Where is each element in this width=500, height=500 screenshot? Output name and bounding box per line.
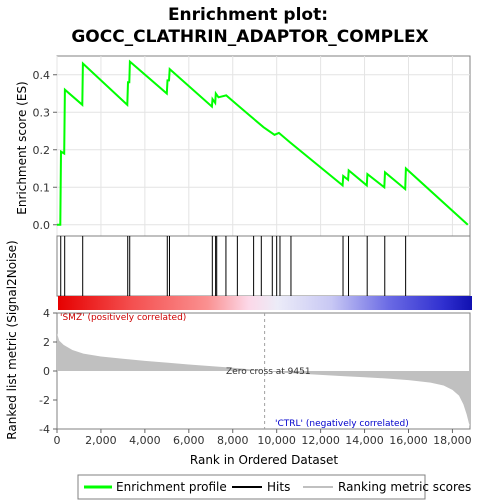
es-panel	[56, 55, 471, 237]
zero-cross-label: Zero cross at 9451	[226, 367, 311, 377]
x-tick-label: 8,000	[217, 434, 249, 447]
ranking-color-bar	[58, 296, 472, 310]
x-axis-label: Rank in Ordered Dataset	[190, 453, 338, 467]
es-y-ticks: 0.0 0.1 0.2 0.3 0.4	[33, 69, 57, 232]
chart-title-line2: GOCC_CLATHRIN_ADAPTOR_COMPLEX	[71, 27, 428, 47]
x-tick-label: 16,000	[389, 434, 428, 447]
legend-hits-label: Hits	[267, 480, 290, 494]
es-y-axis-label: Enrichment score (ES)	[15, 81, 29, 214]
es-y-tick-label: 0.4	[33, 69, 51, 82]
es-y-tick-label: 0.1	[33, 181, 51, 194]
x-tick-label: 6,000	[173, 434, 205, 447]
enrichment-profile-line	[57, 59, 469, 226]
metric-y-tick-label: 0	[43, 365, 50, 378]
metric-y-tick-label: -4	[39, 423, 50, 436]
metric-y-axis-label: Ranked list metric (Signal2Noise)	[5, 240, 19, 439]
positive-correlation-label: 'SMZ' (positively correlated)	[60, 313, 186, 323]
chart-title-line1: Enrichment plot:	[168, 5, 328, 25]
metric-y-tick-label: 2	[43, 336, 50, 349]
x-tick-label: 18,000	[433, 434, 472, 447]
es-y-tick-label: 0.0	[33, 219, 51, 232]
legend-ranking-label: Ranking metric scores	[338, 480, 471, 494]
metric-y-tick-label: -2	[39, 394, 50, 407]
x-tick-label: 12,000	[301, 434, 340, 447]
x-tick-label: 0	[54, 434, 61, 447]
x-tick-label: 10,000	[257, 434, 296, 447]
x-tick-label: 2,000	[85, 434, 117, 447]
x-axis-ticks: 0 2,000 4,000 6,000 8,000 10,000 12,000 14,000 1…	[54, 429, 472, 447]
es-y-tick-label: 0.3	[33, 106, 51, 119]
x-tick-label: 14,000	[345, 434, 384, 447]
es-y-tick-label: 0.2	[33, 144, 51, 157]
hit-markers	[60, 236, 407, 296]
legend-enrichment-label: Enrichment profile	[116, 480, 227, 494]
metric-y-ticks: -4 -2 0 2 4	[39, 307, 57, 436]
metric-y-tick-label: 4	[43, 307, 50, 320]
x-tick-label: 4,000	[129, 434, 161, 447]
negative-correlation-label: 'CTRL' (negatively correlated)	[275, 419, 409, 429]
hits-panel	[56, 235, 471, 297]
